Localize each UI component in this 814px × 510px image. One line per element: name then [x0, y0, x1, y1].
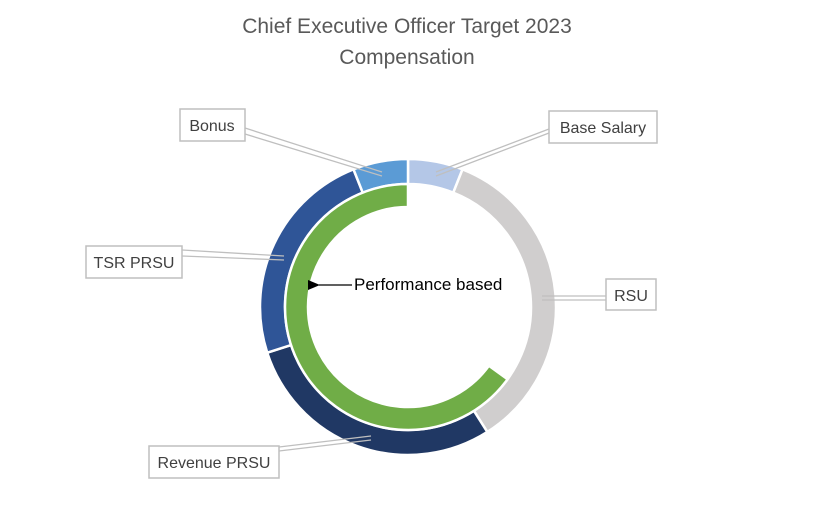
chart-subtitle: Compensation	[339, 46, 474, 69]
data-label-revenue-prsu: Revenue PRSU	[158, 455, 271, 472]
performance-annotation: Performance based	[308, 275, 502, 294]
leader-line-tsr-prsu	[181, 249, 285, 257]
leader-line-base-salary	[435, 132, 550, 177]
data-label-rsu: RSU	[614, 288, 648, 305]
leader-line-revenue-prsu	[278, 439, 372, 452]
leader-line-tsr-prsu	[181, 255, 285, 261]
callouts: Base Salary RSU Revenue PRSU TSR PRSU Bo…	[85, 108, 658, 479]
leader-line-bonus	[244, 127, 383, 173]
callout-box-base-salary	[548, 110, 658, 144]
callout-box-revenue-prsu	[148, 445, 280, 479]
inner-ring	[283, 182, 509, 432]
data-label-tsr-prsu: TSR PRSU	[94, 255, 175, 272]
callout-box-rsu	[605, 278, 657, 311]
data-label-base-salary: Base Salary	[560, 120, 646, 137]
data-label-bonus: Bonus	[189, 118, 234, 135]
ring-segment-performance-based	[283, 182, 509, 432]
leader-line-bonus	[244, 133, 383, 177]
callout-box-tsr-prsu	[85, 245, 183, 279]
leader-line-revenue-prsu	[278, 435, 372, 448]
leader-line-base-salary	[435, 128, 550, 173]
callout-box-bonus	[179, 108, 246, 142]
chart-title: Chief Executive Officer Target 2023	[242, 15, 572, 38]
annotation-label: Performance based	[354, 275, 502, 294]
